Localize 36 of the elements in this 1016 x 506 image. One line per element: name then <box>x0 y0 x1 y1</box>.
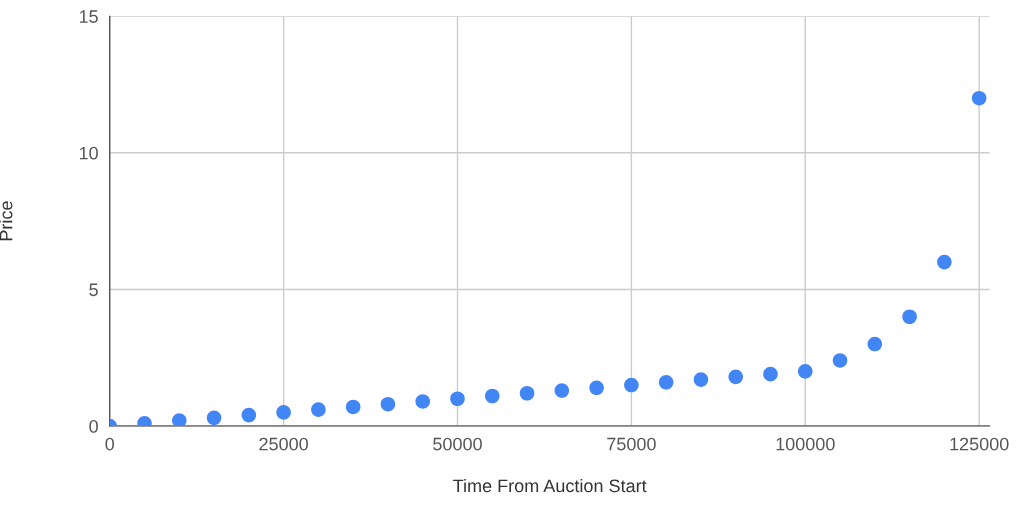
x-tick-label: 100000 <box>776 437 835 451</box>
point <box>937 254 952 270</box>
point <box>172 413 187 427</box>
point <box>971 90 987 106</box>
point <box>415 394 430 409</box>
point <box>763 366 778 382</box>
y-tick-label: 5 <box>89 283 98 297</box>
point <box>380 396 396 412</box>
point <box>589 380 604 396</box>
point <box>902 309 917 325</box>
point <box>484 388 500 404</box>
y-tick-label: 0 <box>89 419 98 433</box>
point <box>276 405 291 420</box>
point <box>519 385 535 401</box>
point <box>206 410 222 426</box>
point <box>554 383 570 398</box>
point <box>728 369 743 385</box>
point <box>797 364 813 379</box>
point <box>832 353 848 368</box>
point <box>624 377 639 393</box>
x-tick-label: 50000 <box>433 437 482 451</box>
y-axis-title: Price <box>0 201 13 241</box>
x-tick-label: 0 <box>105 437 115 451</box>
y-tick-label: 15 <box>79 10 98 23</box>
x-tick-label: 125000 <box>950 437 1009 451</box>
y-tick-label: 10 <box>79 146 98 160</box>
x-tick-label: 25000 <box>259 437 309 451</box>
x-axis-title: Time From Auction Start <box>453 478 647 493</box>
point <box>867 336 883 352</box>
point <box>450 391 465 407</box>
point <box>241 407 257 423</box>
point <box>345 399 361 415</box>
point <box>311 402 326 417</box>
x-tick-label: 75000 <box>607 437 656 451</box>
point <box>693 372 709 387</box>
point <box>658 375 674 390</box>
